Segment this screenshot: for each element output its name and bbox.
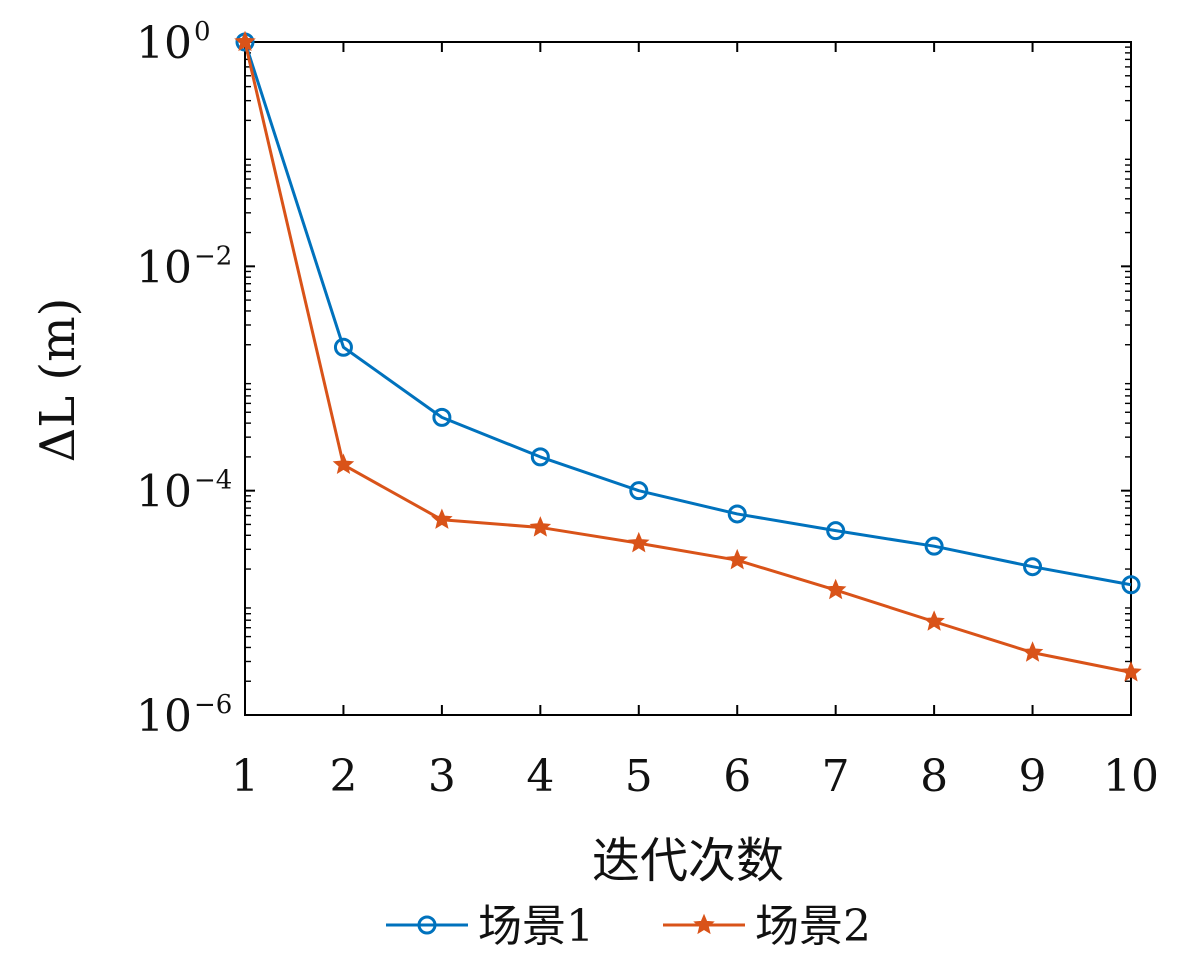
plot-frame — [244, 41, 1132, 716]
series-2-point-4 — [529, 516, 552, 537]
legend-marker — [417, 915, 437, 935]
series-1-point-9 — [1023, 557, 1043, 577]
legend-marker — [693, 913, 715, 935]
y-tick-base: 10 — [136, 691, 192, 742]
series-1-point-6 — [727, 504, 747, 524]
x-tick-label: 9 — [1019, 751, 1047, 802]
x-tick-label: 10 — [1103, 751, 1159, 802]
series-2-point-5 — [628, 531, 650, 553]
y-tick-exponent: 0 — [194, 17, 211, 47]
x-tick-label: 4 — [526, 751, 554, 802]
series-2-point-6 — [726, 548, 748, 570]
x-tick-labels: 1 2 3 4 5 6 7 8 9 10 — [231, 751, 1159, 802]
y-axis-label: ΔL (m) — [30, 298, 86, 463]
x-tick-label: 3 — [428, 751, 456, 802]
series-2-point-3 — [431, 508, 453, 529]
x-tick-label: 8 — [920, 751, 948, 802]
series-line-1 — [243, 41, 1132, 587]
x-axis-label: 迭代次数 — [592, 833, 784, 889]
legend-item-1: 场景1 — [386, 901, 594, 952]
series-1-point-3 — [432, 407, 452, 427]
x-tick-label: 2 — [329, 751, 357, 802]
series-2-point-8 — [923, 610, 945, 631]
x-tick-label: 6 — [723, 751, 751, 802]
series-1-point-7 — [826, 521, 846, 541]
series-1-point-8 — [924, 536, 944, 556]
x-tick-label: 1 — [231, 751, 259, 802]
y-tick-exponent: −6 — [194, 690, 232, 720]
series-line-2 — [243, 41, 1132, 674]
series-layer — [234, 30, 1142, 682]
series-1-point-5 — [629, 481, 649, 501]
y-tick-exponent: −4 — [194, 466, 232, 496]
legend: 场景1 场景2 — [386, 901, 871, 952]
y-tick-base: 10 — [136, 18, 192, 69]
series-1-point-4 — [530, 447, 550, 467]
y-tick-label: 10 −4 — [136, 466, 232, 518]
series-2-point-9 — [1021, 641, 1044, 662]
series-2-point-1 — [234, 30, 256, 52]
y-tick-label: 10 0 — [136, 17, 211, 69]
y-tick-label: 10 −2 — [136, 241, 232, 293]
series-1-point-2 — [333, 337, 353, 357]
y-tick-exponent: −2 — [194, 241, 232, 271]
series-2-point-7 — [824, 578, 847, 600]
x-tick-label: 7 — [822, 751, 850, 802]
series-2-point-2 — [332, 453, 355, 474]
series-1-point-10 — [1121, 575, 1141, 595]
legend-label: 场景2 — [755, 901, 871, 952]
legend-item-2: 场景2 — [663, 901, 871, 952]
series-2-point-10 — [1120, 661, 1142, 682]
x-tick-label: 5 — [625, 751, 653, 802]
major-ticks — [244, 41, 1132, 716]
y-tick-base: 10 — [136, 467, 192, 518]
minor-ticks — [245, 46, 1131, 682]
y-tick-label: 10 −6 — [136, 690, 232, 742]
legend-label: 场景1 — [478, 901, 594, 952]
y-tick-base: 10 — [136, 242, 192, 293]
